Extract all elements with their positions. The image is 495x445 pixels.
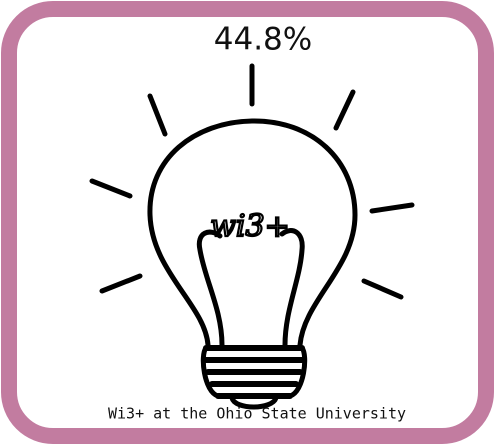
filament-text: wi3+ <box>210 209 290 244</box>
percentage: 44.8% <box>214 22 312 58</box>
caption: Wi3+ at the Ohio State University <box>108 405 406 423</box>
card: 44.8% wi3+ Wi3+ at the Ohio State Univer… <box>0 0 495 445</box>
